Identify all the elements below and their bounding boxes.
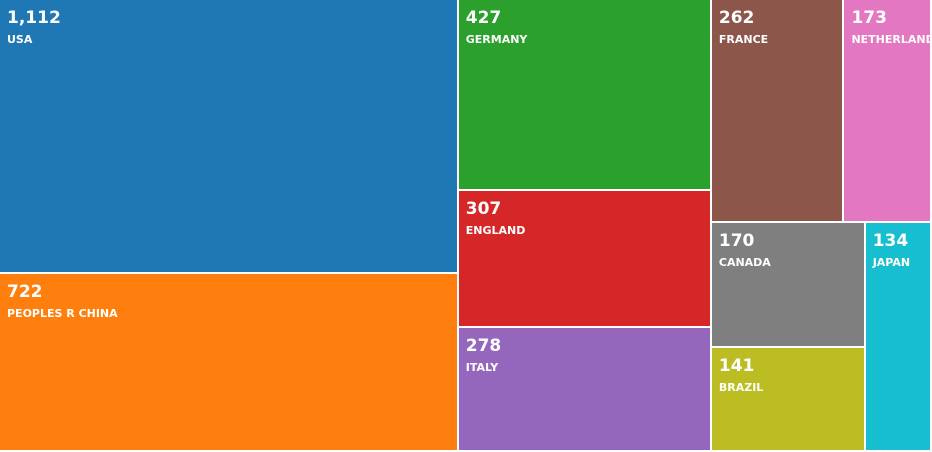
tile-value: 1,112 (7, 8, 61, 28)
tile-value: 278 (465, 335, 502, 356)
tile-value: 134 (872, 231, 909, 252)
treemap-tile-brazil: 141 BRAZIL (711, 348, 864, 450)
treemap-tile-usa: 1,112 USA (0, 0, 457, 273)
tile-value: 307 (465, 198, 502, 219)
tile-label: CANADA (718, 256, 771, 270)
tile-label: USA (7, 33, 33, 46)
tile-label: NETHERLANDS (851, 33, 930, 46)
treemap-tile-netherlands: 173 NETHERLANDS (844, 0, 930, 222)
tile-value: 173 (851, 8, 887, 28)
tile-label: JAPAN (872, 256, 911, 270)
tile-label: PEOPLES R CHINA (7, 307, 118, 321)
tile-value: 170 (718, 231, 755, 252)
treemap-tile-italy: 278 ITALY (458, 327, 710, 450)
tile-label: GERMANY (465, 33, 528, 46)
tile-value: 262 (718, 8, 755, 28)
tile-value: 141 (718, 356, 755, 377)
tile-value: 427 (465, 8, 502, 28)
treemap-tile-england: 307 ENGLAND (458, 190, 710, 326)
treemap-tile-peoples-r-china: 722 PEOPLES R CHINA (0, 274, 457, 450)
treemap-tile-germany: 427 GERMANY (458, 0, 710, 189)
treemap-tile-canada: 170 CANADA (711, 223, 864, 347)
treemap-tile-japan: 134 JAPAN (865, 223, 930, 450)
tile-label: BRAZIL (718, 381, 764, 395)
tile-value: 722 (7, 282, 43, 303)
treemap-tile-france: 262 FRANCE (711, 0, 843, 222)
tile-label: FRANCE (718, 33, 769, 46)
tile-label: ITALY (465, 360, 499, 374)
tile-label: ENGLAND (465, 223, 526, 237)
